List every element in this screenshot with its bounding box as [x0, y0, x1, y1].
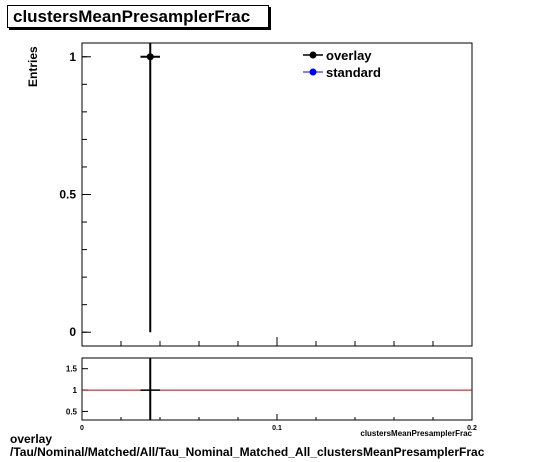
x-tick-label: 0.1	[272, 425, 282, 432]
legend-entry-standard: standard	[303, 65, 381, 80]
caption-line-2: /Tau/Nominal/Matched/All/Tau_Nominal_Mat…	[10, 445, 485, 459]
legend-entry-overlay: overlay	[303, 48, 372, 63]
main-data-marks	[140, 43, 160, 333]
y-tick-label: 0	[69, 325, 76, 339]
legend-overlay-label: overlay	[326, 48, 372, 63]
legend: overlay standard	[303, 48, 381, 80]
legend-standard-label: standard	[326, 65, 381, 80]
x-tick-label: 0	[80, 425, 84, 432]
title-box: clustersMeanPresamplerFrac	[7, 5, 269, 28]
y-axis-label: Entries	[26, 46, 40, 87]
ratio-axis-ticks: 0.5 1 1.5 0 0.1 0.2	[66, 365, 477, 432]
ratio-y-tick-label: 1	[73, 386, 78, 395]
x-axis-label: clustersMeanPresamplerFrac	[360, 429, 472, 438]
main-plot-frame	[81, 42, 473, 347]
ratio-plot-frame	[81, 357, 473, 421]
ratio-y-tick-label: 0.5	[66, 407, 78, 416]
ratio-y-tick-label: 1.5	[66, 365, 78, 374]
legend-standard-marker	[309, 68, 317, 76]
legend-overlay-marker	[309, 51, 317, 59]
overlay-point	[146, 53, 154, 61]
ratio-data-marks	[140, 358, 160, 420]
y-tick-label: 1	[69, 50, 76, 64]
x-tick-label: 0.2	[467, 425, 477, 432]
caption-line-1: overlay	[10, 432, 53, 446]
main-axis-ticks: 00.51	[59, 50, 473, 346]
y-tick-label: 0.5	[59, 188, 76, 202]
plot-title: clustersMeanPresamplerFrac	[13, 7, 251, 26]
